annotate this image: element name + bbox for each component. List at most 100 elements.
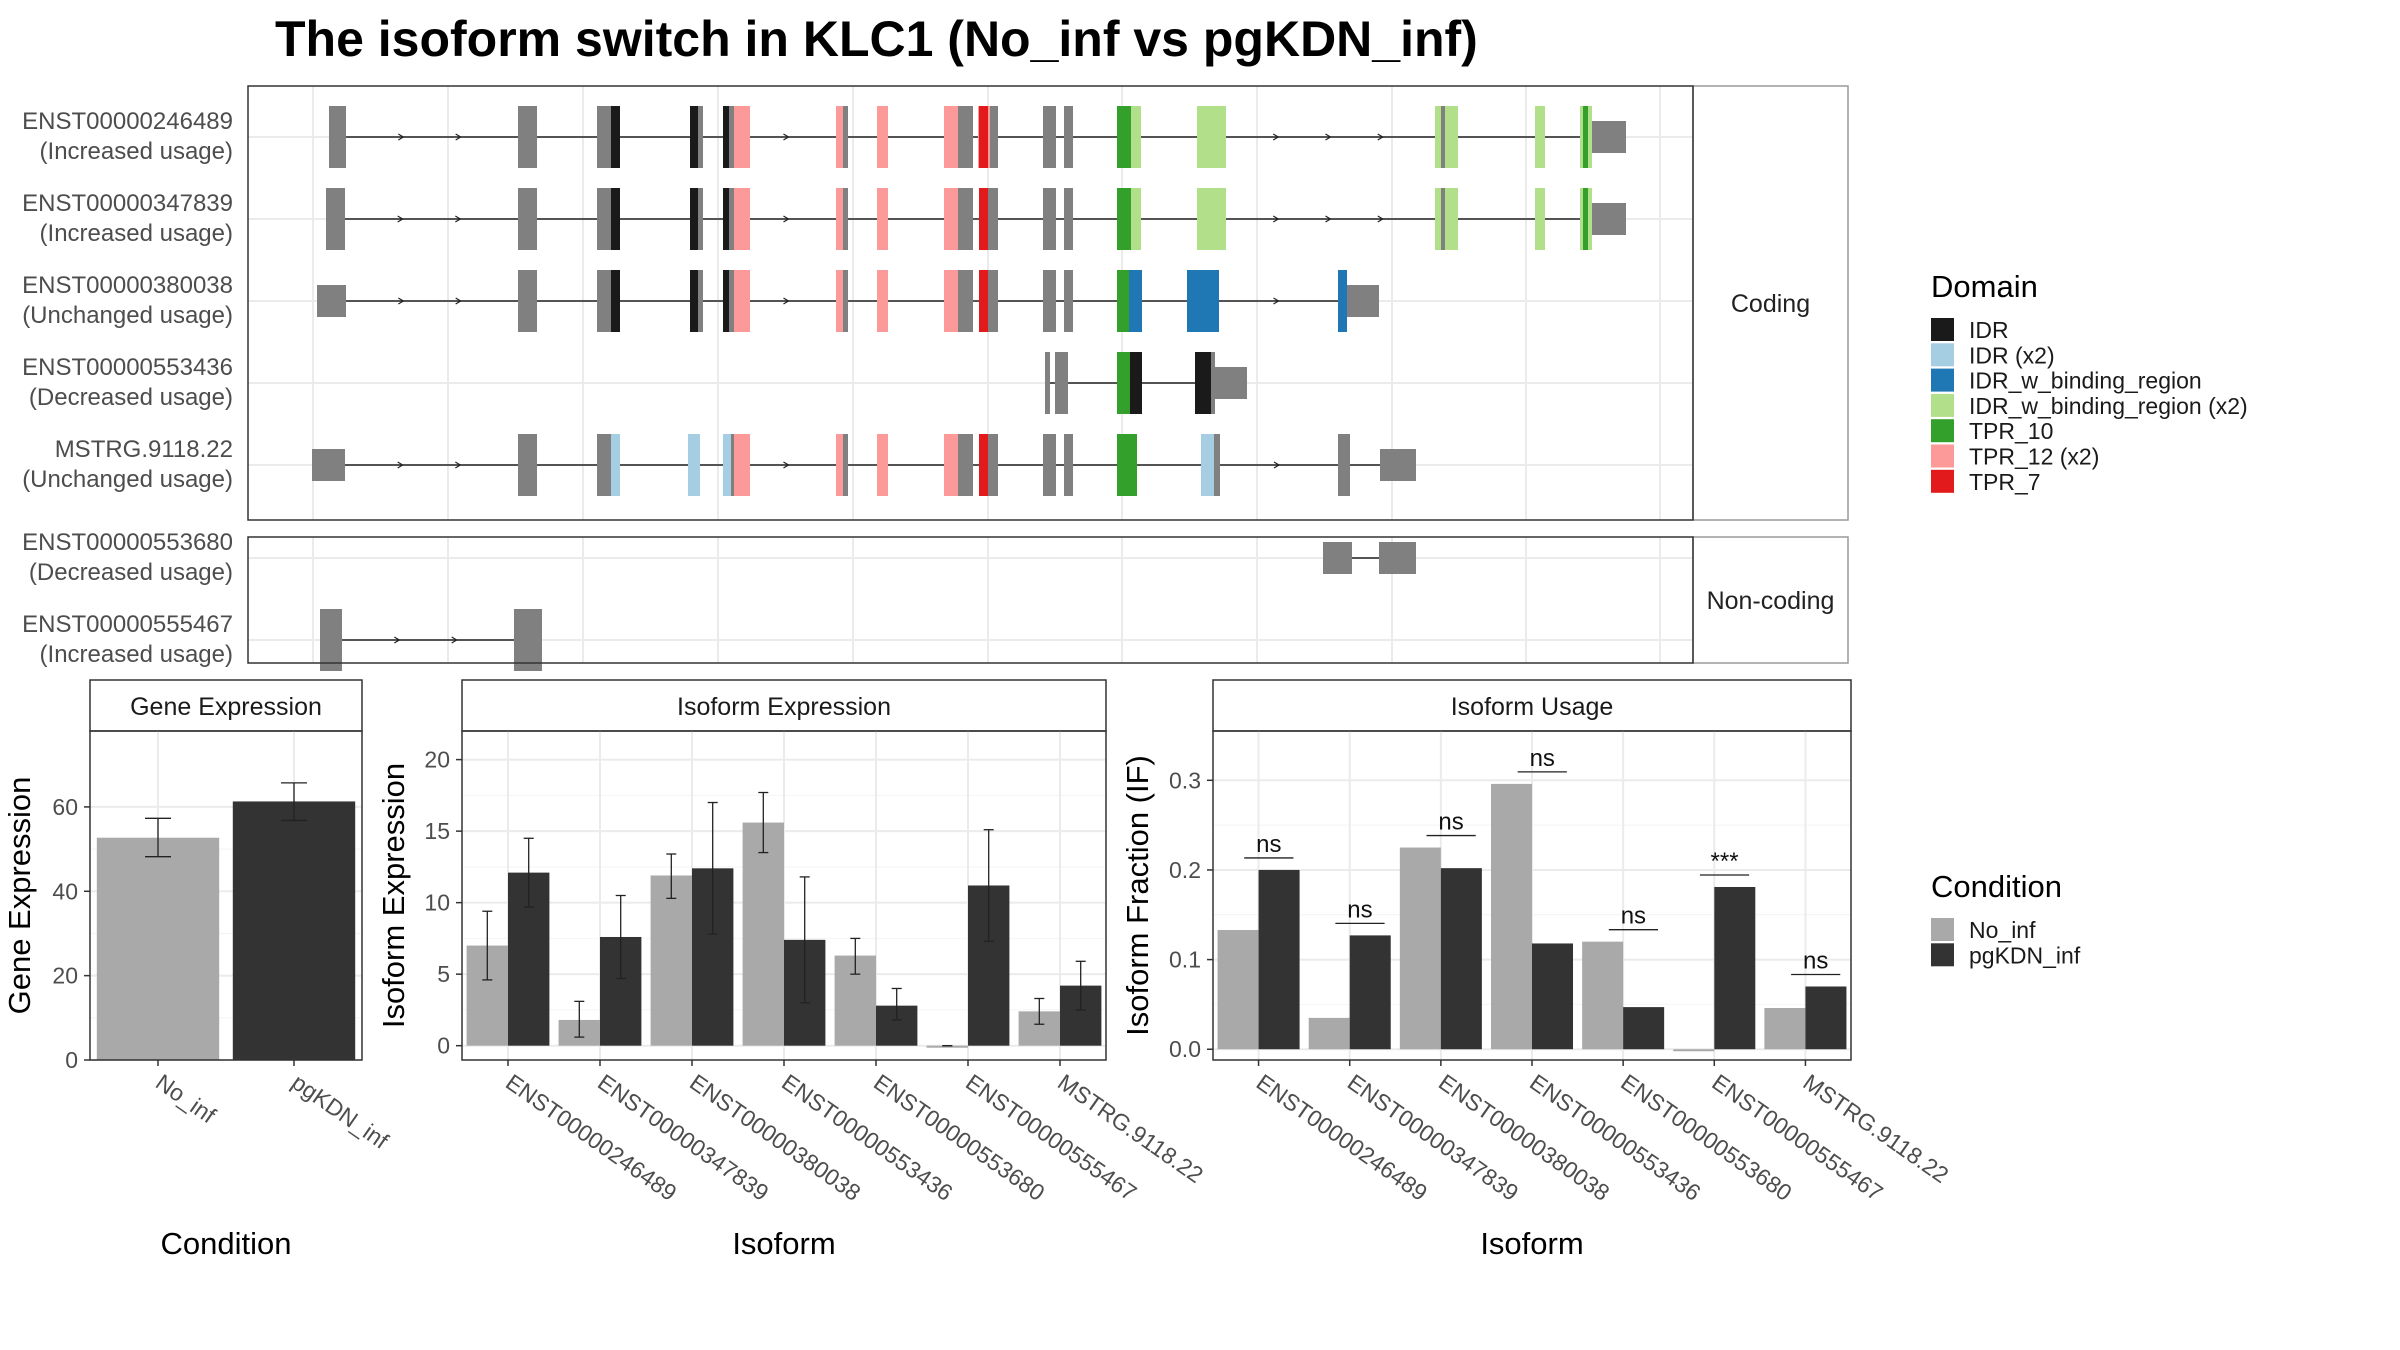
intron-direction-arrow	[398, 297, 405, 305]
intron-direction-arrow	[783, 133, 790, 141]
panel-strip-label: Non-coding	[1707, 587, 1835, 615]
protein-domain-block	[944, 188, 958, 250]
exon-block	[1043, 188, 1056, 250]
isoform-usage-label: (Decreased usage)	[29, 559, 233, 586]
isoform-id-label: ENST00000347839	[22, 190, 233, 217]
bar-chart-isoform-usage: Isoform Usage ns ns ns ns ns *** ns 0.0 0.1 0.2 0.3…	[1120, 679, 1953, 1261]
bar	[1399, 847, 1441, 1050]
exon-block	[518, 188, 537, 250]
x-tick-label: ENST00000347839	[1343, 1069, 1523, 1206]
protein-domain-block	[944, 106, 958, 168]
x-tick-label: ENST00000553436	[1525, 1069, 1705, 1206]
domain-legend-label: IDR (x2)	[1969, 342, 2055, 368]
x-tick-label: ENST00000553436	[777, 1069, 957, 1206]
figure-title: The isoform switch in KLC1 (No_inf vs pg…	[275, 11, 1478, 67]
protein-domain-block	[1131, 188, 1141, 250]
bar	[1217, 930, 1259, 1050]
isoform-label: ENST00000555467 (Increased usage)	[22, 611, 233, 668]
y-tick-label: 10	[424, 890, 450, 916]
protein-domain-block	[1535, 188, 1545, 250]
exon-block	[1323, 542, 1352, 574]
intron-direction-arrow	[1273, 461, 1281, 469]
protein-domain-block	[836, 434, 843, 496]
intron-direction-arrow	[1273, 297, 1280, 305]
protein-domain-block	[1435, 106, 1441, 168]
intron-direction-arrow	[455, 215, 462, 223]
domain-legend-label: TPR_12 (x2)	[1969, 444, 2099, 470]
isoform-track	[329, 106, 1626, 168]
bar	[1673, 1049, 1715, 1052]
intron-direction-arrow	[451, 636, 458, 644]
significance-label: ns	[1530, 745, 1555, 772]
exon-block	[1043, 106, 1056, 168]
x-axis-title: Condition	[161, 1226, 292, 1261]
protein-domain-block	[1117, 188, 1131, 250]
exon-block	[1347, 285, 1379, 317]
significance-label: ***	[1711, 848, 1739, 875]
isoform-usage-label: (Unchanged usage)	[22, 466, 233, 493]
protein-domain-block	[734, 434, 750, 496]
exon-block	[1379, 542, 1416, 574]
intron-direction-arrow	[783, 297, 790, 305]
domain-legend-label: TPR_10	[1969, 418, 2053, 444]
plot-border	[89, 730, 363, 1061]
protein-domain-block	[1201, 434, 1214, 496]
domain-legend-label: IDR_w_binding_region (x2)	[1969, 393, 2248, 419]
exon-block	[514, 609, 542, 671]
y-axis-title: Isoform Fraction (IF)	[1120, 755, 1155, 1036]
isoform-track	[320, 609, 542, 671]
intron-direction-arrow	[783, 215, 790, 223]
domain-legend-swatch	[1931, 444, 1954, 468]
chart-strip	[89, 679, 363, 732]
strip-background	[1692, 85, 1849, 521]
protein-domain-block	[836, 188, 843, 250]
panel-border	[247, 85, 1694, 521]
exon-block	[317, 285, 346, 317]
protein-domain-block	[1117, 270, 1129, 332]
x-tick-label: ENST00000553680	[1616, 1069, 1796, 1206]
exon-block	[320, 609, 342, 671]
protein-domain-block	[877, 434, 888, 496]
y-tick-label: 40	[52, 878, 78, 904]
protein-domain-block	[877, 106, 888, 168]
protein-domain-block	[944, 270, 958, 332]
protein-domain-block	[1195, 352, 1211, 414]
exon-block	[1592, 203, 1626, 235]
domain-legend-label: IDR_w_binding_region	[1969, 368, 2202, 394]
chart-strip	[461, 679, 1107, 732]
isoform-track	[1045, 352, 1247, 414]
bar	[1308, 1017, 1350, 1050]
protein-domain-block	[979, 434, 988, 496]
protein-domain-block	[1117, 352, 1130, 414]
y-axis-title: Isoform Expression	[376, 763, 411, 1028]
bar	[650, 875, 692, 1046]
bar	[1582, 941, 1624, 1050]
isoform-label: ENST00000246489 (Increased usage)	[22, 108, 233, 165]
protein-domain-block	[1129, 270, 1142, 332]
protein-domain-block	[688, 434, 700, 496]
intron-direction-arrow	[455, 461, 462, 469]
isoform-track	[1323, 542, 1416, 574]
bar-chart-isoform-expression: Isoform Expression 0 5 10 15 20 ENST0000024648…	[376, 679, 1208, 1261]
protein-domain-block	[723, 106, 729, 168]
isoform-usage-label: (Decreased usage)	[29, 384, 233, 411]
protein-domain-block	[944, 434, 958, 496]
panel-border	[247, 536, 1694, 664]
exon-block	[597, 434, 614, 496]
bar	[1490, 783, 1532, 1050]
condition-legend-label: No_inf	[1969, 917, 2036, 943]
significance-label: ns	[1256, 831, 1281, 858]
exon-block	[1592, 121, 1626, 153]
y-tick-label: 15	[424, 818, 450, 844]
protein-domain-block	[1117, 106, 1131, 168]
panel-background	[248, 537, 1693, 663]
exon-block	[1064, 270, 1073, 332]
exon-block	[1338, 434, 1350, 496]
y-tick-label: 60	[52, 794, 78, 820]
exon-block	[1043, 270, 1056, 332]
isoform-label: ENST00000380038 (Unchanged usage)	[22, 272, 233, 329]
isoform-label: ENST00000553436 (Decreased usage)	[22, 354, 233, 411]
